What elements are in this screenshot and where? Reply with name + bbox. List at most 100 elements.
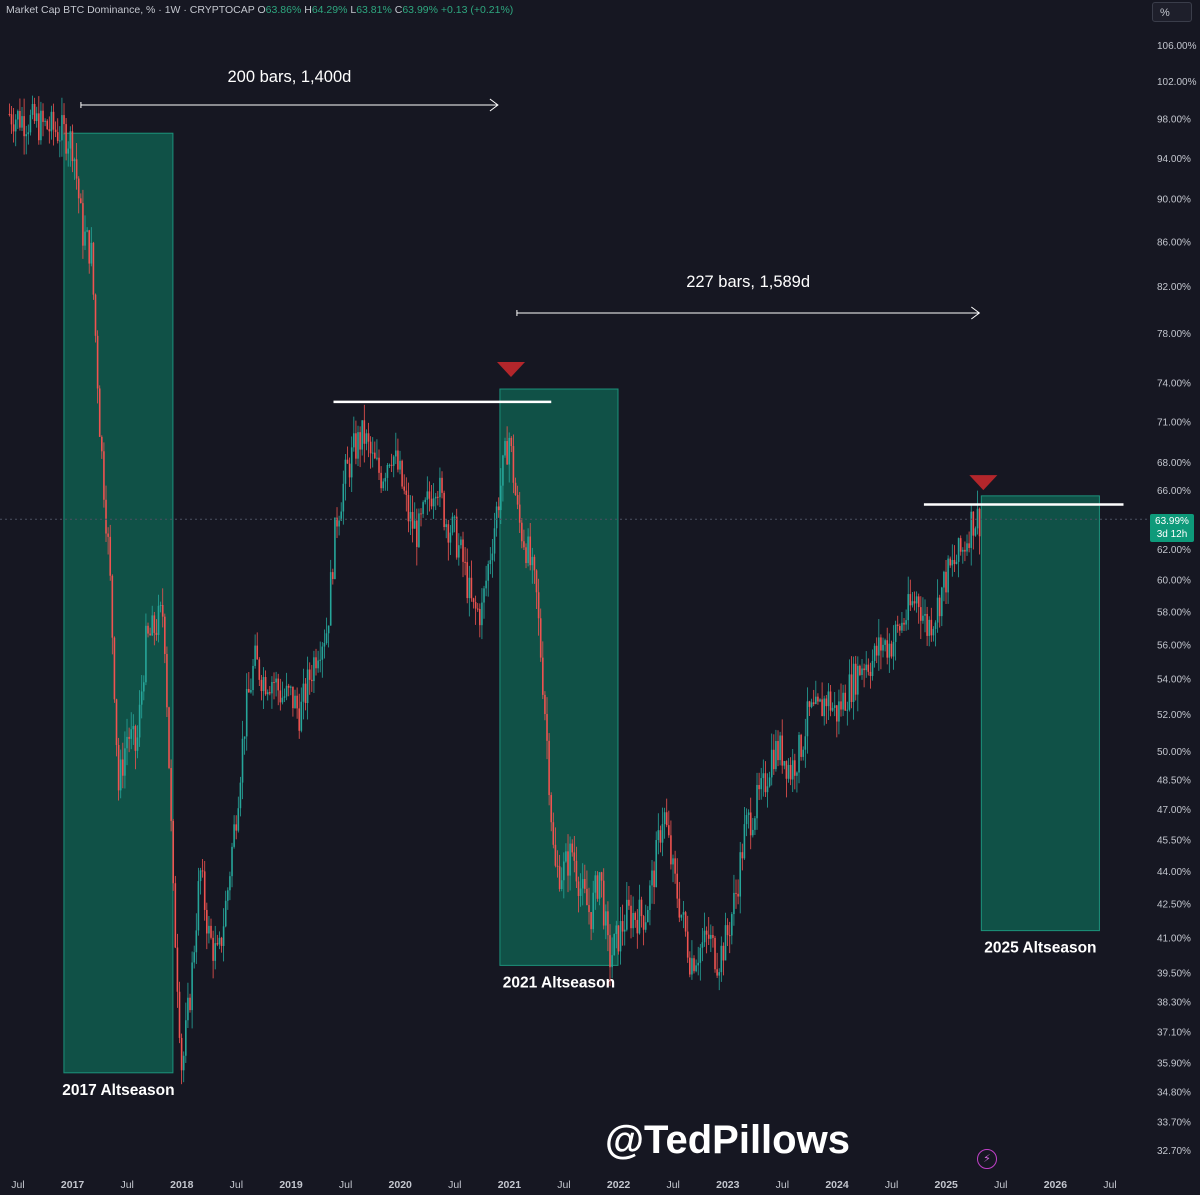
candle-body bbox=[768, 777, 771, 787]
candle-body bbox=[361, 420, 364, 450]
candle-body bbox=[504, 441, 506, 456]
candle-body bbox=[122, 759, 124, 776]
candle-body bbox=[533, 556, 536, 571]
candle-body bbox=[550, 795, 553, 823]
candle-body bbox=[966, 543, 968, 552]
candle-body bbox=[735, 892, 737, 894]
candle-body bbox=[686, 931, 689, 958]
range-2-arrowhead bbox=[971, 306, 981, 320]
candle-body bbox=[539, 618, 542, 658]
y-tick-label: 90.00% bbox=[1157, 195, 1191, 206]
candle-body bbox=[397, 450, 399, 470]
candle-body bbox=[224, 900, 227, 927]
candle-body bbox=[651, 870, 653, 886]
candle-body bbox=[96, 335, 99, 389]
symbol-title[interactable]: Market Cap BTC Dominance, % · 1W · CRYPT… bbox=[6, 4, 255, 16]
candle-body bbox=[701, 942, 704, 948]
candle-body bbox=[128, 736, 130, 739]
candle-body bbox=[674, 858, 676, 874]
candle-body bbox=[390, 464, 393, 466]
candle-body bbox=[586, 888, 588, 906]
candle-body bbox=[565, 851, 567, 862]
candle-body bbox=[174, 883, 177, 948]
candle-body bbox=[455, 516, 458, 558]
candle-body bbox=[376, 457, 378, 459]
candle-body bbox=[598, 872, 601, 899]
candle-body bbox=[369, 441, 372, 454]
candle-body bbox=[262, 677, 265, 692]
y-tick-label: 56.00% bbox=[1157, 641, 1191, 652]
candle-body bbox=[386, 464, 389, 478]
candle-body bbox=[584, 879, 586, 889]
x-tick-label: Jul bbox=[339, 1179, 352, 1191]
candle-body bbox=[936, 597, 939, 623]
candle-body bbox=[344, 459, 347, 484]
x-tick-label: Jul bbox=[11, 1179, 24, 1191]
candle-body bbox=[466, 562, 469, 599]
candle-body bbox=[647, 909, 649, 923]
candle-body bbox=[300, 701, 303, 731]
candle-body bbox=[766, 786, 769, 793]
candle-body bbox=[107, 533, 109, 537]
candle-body bbox=[827, 691, 830, 707]
candle-body bbox=[920, 607, 922, 621]
candle-body bbox=[94, 294, 97, 336]
y-tick-label: 32.70% bbox=[1157, 1146, 1191, 1157]
candle-body bbox=[31, 103, 34, 115]
y-tick-label: 48.50% bbox=[1157, 776, 1191, 787]
y-tick-label: 33.70% bbox=[1157, 1118, 1191, 1129]
candle-body bbox=[733, 892, 735, 915]
candle-body bbox=[357, 432, 359, 459]
candle-body bbox=[695, 965, 697, 972]
candle-body bbox=[894, 624, 897, 642]
unit-toggle-button[interactable]: % bbox=[1152, 2, 1192, 22]
candle-body bbox=[451, 516, 454, 533]
candle-body bbox=[712, 934, 714, 938]
candle-body bbox=[964, 549, 966, 552]
candle-body bbox=[739, 852, 742, 897]
open-label: O bbox=[257, 4, 266, 16]
candle-body bbox=[229, 876, 231, 891]
candle-body bbox=[212, 937, 214, 961]
candle-body bbox=[359, 432, 361, 450]
low-value: 63.81% bbox=[356, 4, 392, 16]
candle-body bbox=[321, 646, 324, 660]
candle-body bbox=[672, 858, 674, 865]
candle-body bbox=[737, 893, 739, 897]
candle-body bbox=[353, 433, 355, 448]
candle-body bbox=[355, 433, 357, 459]
altseason-box bbox=[63, 132, 174, 1074]
candle-body bbox=[151, 615, 154, 636]
candle-body bbox=[98, 388, 101, 437]
candle-body bbox=[287, 685, 290, 688]
candle-body bbox=[468, 577, 471, 599]
candle-body bbox=[535, 570, 538, 593]
candle-body bbox=[296, 695, 298, 709]
candle-body bbox=[970, 511, 973, 548]
candle-body bbox=[271, 681, 273, 694]
candle-body bbox=[460, 539, 462, 546]
lightning-icon[interactable]: ⚡ bbox=[977, 1149, 997, 1169]
candle-body bbox=[573, 852, 576, 861]
candle-body bbox=[420, 513, 422, 515]
candle-body bbox=[869, 671, 872, 677]
candle-body bbox=[199, 870, 202, 882]
candle-body bbox=[785, 761, 788, 779]
candle-body bbox=[197, 881, 200, 931]
candle-body bbox=[817, 696, 819, 702]
y-tick-label: 39.50% bbox=[1157, 968, 1191, 979]
candle-body bbox=[86, 230, 88, 232]
range-2-label: 227 bars, 1,589d bbox=[686, 273, 810, 291]
candle-body bbox=[275, 678, 277, 683]
candle-body bbox=[428, 491, 431, 499]
candle-body bbox=[812, 702, 815, 705]
y-tick-label: 47.00% bbox=[1157, 805, 1191, 816]
candle-body bbox=[752, 829, 754, 836]
candle-body bbox=[569, 843, 571, 876]
candle-body bbox=[101, 436, 103, 452]
candle-body bbox=[424, 499, 427, 503]
candle-body bbox=[105, 499, 107, 534]
candle-body bbox=[77, 178, 80, 199]
candle-body bbox=[556, 865, 559, 867]
